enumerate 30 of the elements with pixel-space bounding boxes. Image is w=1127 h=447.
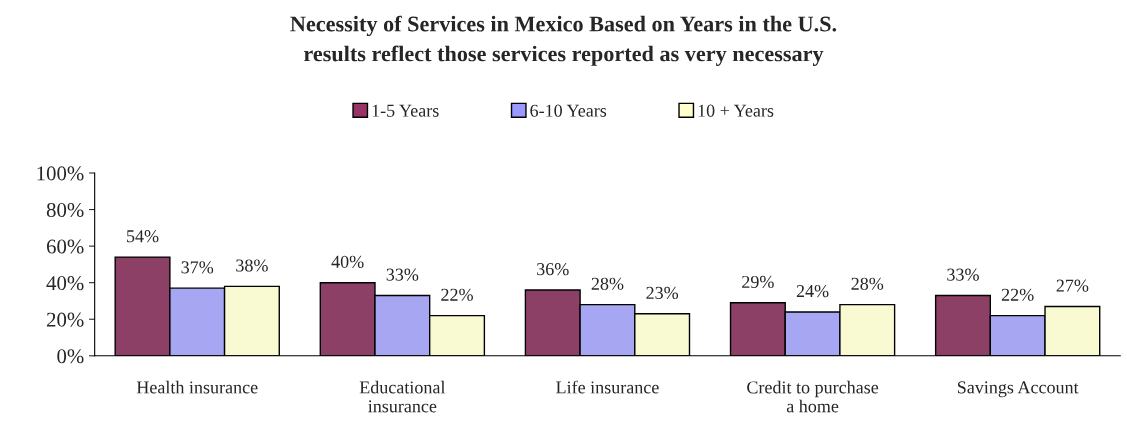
text: 40% [331, 255, 364, 268]
x-tick-label: Life insurance [556, 380, 659, 394]
y-tick-label: 40% [46, 276, 84, 291]
text: 29% [742, 275, 774, 289]
text: 22% [441, 288, 473, 301]
text: 37% [181, 261, 214, 274]
text: 28% [851, 277, 884, 290]
legend-label: 1-5 Years [372, 104, 439, 117]
text: 36% [537, 263, 569, 276]
text: 22% [1001, 288, 1034, 301]
y-tick-label: 80% [46, 202, 84, 218]
text: 38% [236, 259, 268, 272]
x-tick-label: Credit to purchase a home [747, 380, 879, 413]
text: 54% [127, 230, 159, 243]
text: 27% [1056, 279, 1089, 292]
y-tick-label: 100% [37, 166, 84, 181]
x-tick-label: Health insurance [136, 380, 258, 394]
legend-label: 6-10 Years [530, 104, 607, 117]
y-tick-label: 20% [46, 312, 84, 327]
text: 24% [796, 284, 829, 298]
text: 33% [947, 268, 979, 281]
text: 23% [646, 286, 679, 300]
y-tick-label: 60% [46, 239, 84, 254]
x-tick-label: Educational insurance [359, 380, 446, 413]
x-tick-label: Savings Account [957, 381, 1079, 398]
text: 33% [386, 268, 419, 281]
text: 28% [591, 277, 624, 290]
y-tick-label: 0% [57, 349, 84, 364]
legend-label: 10 + Years [698, 104, 774, 117]
chart-title: Necessity of Services in Mexico Based on Years in the U.S. results reflect those services reported as very necessary [290, 15, 837, 66]
